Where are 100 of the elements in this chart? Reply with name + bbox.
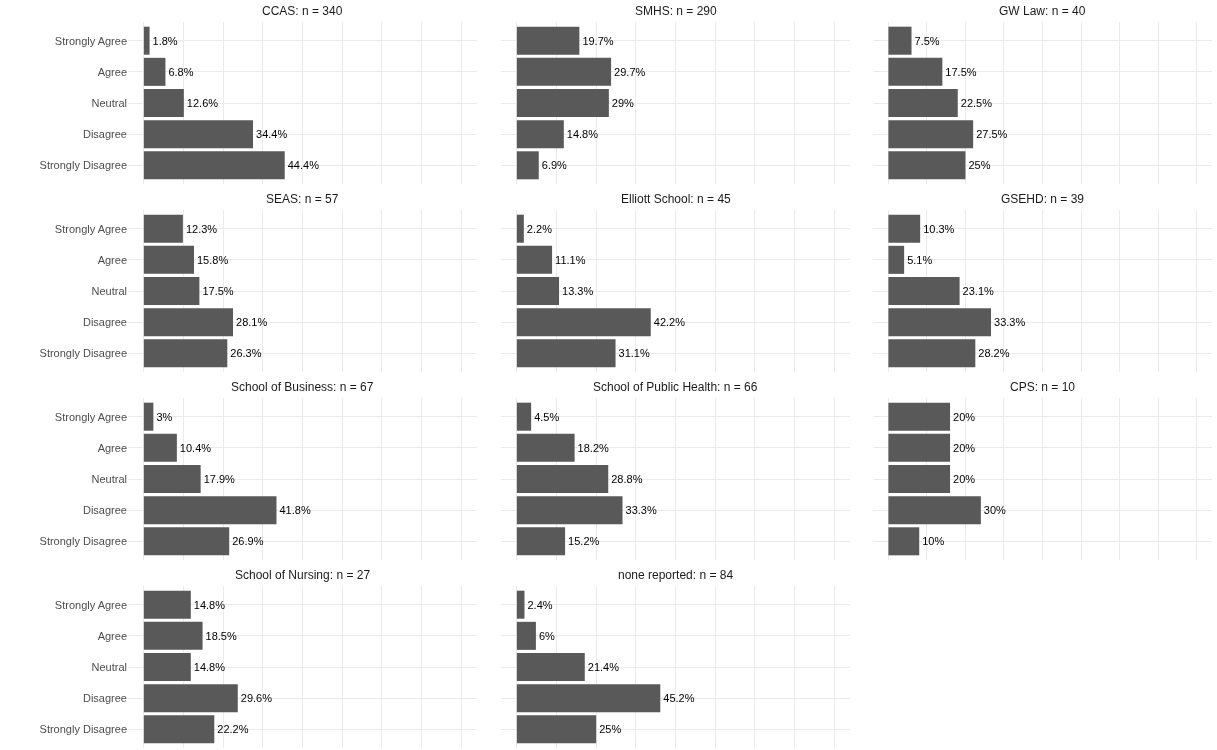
bar	[516, 120, 564, 149]
data-label: 17.5%	[202, 285, 234, 297]
data-label: 26.3%	[230, 347, 262, 360]
bar	[143, 57, 166, 86]
data-label: 15.8%	[196, 253, 229, 266]
bar	[143, 339, 228, 368]
bar	[143, 433, 177, 462]
data-label: 4.5%	[534, 410, 560, 423]
data-label: 13.3%	[562, 285, 594, 297]
chart-title: CCAS: n = 340	[262, 4, 343, 18]
y-tick-label: Agree	[97, 441, 127, 454]
data-label: 19.7%	[582, 34, 614, 47]
data-label: 25%	[968, 159, 991, 172]
bar	[516, 464, 609, 494]
bar	[516, 590, 525, 619]
data-label: 15.2%	[568, 535, 600, 548]
y-tick-label: Neutral	[91, 660, 127, 673]
y-tick-label: Disagree	[82, 128, 127, 140]
bar	[888, 88, 958, 118]
data-label: 18.2%	[577, 441, 610, 454]
bar	[516, 88, 609, 118]
data-label: 28.1%	[236, 316, 268, 329]
chart-title: School of Public Health: n = 66	[593, 380, 758, 394]
data-label: 7.5%	[914, 34, 940, 47]
chart-title: School of Business: n = 67	[231, 380, 374, 394]
data-label: 22.5%	[960, 97, 993, 109]
bar	[516, 652, 585, 682]
y-tick-label: Strongly Agree	[54, 34, 127, 47]
y-tick-label: Strongly Agree	[54, 222, 127, 235]
data-label: 31.1%	[618, 347, 650, 360]
bar	[516, 57, 612, 86]
data-label: 29.7%	[614, 65, 646, 78]
data-label: 6%	[538, 629, 556, 642]
bar	[143, 245, 194, 274]
y-tick-label: Strongly Disagree	[39, 347, 127, 360]
bar	[143, 276, 200, 306]
y-tick-label: Strongly Disagree	[39, 159, 127, 172]
bar	[516, 496, 623, 525]
data-label: 30%	[983, 504, 1007, 517]
data-label: 12.6%	[186, 97, 219, 109]
data-label: 6.8%	[168, 65, 194, 78]
chart-title: Elliott School: n = 45	[621, 192, 732, 206]
y-tick-label: Strongly Disagree	[39, 535, 127, 548]
bar	[516, 402, 532, 431]
data-label: 44.4%	[287, 159, 320, 172]
bar	[143, 26, 150, 55]
data-label: 14.8%	[193, 661, 226, 673]
chart-title: GSEHD: n = 39	[1001, 192, 1085, 206]
bar	[516, 151, 539, 180]
y-tick-label: Strongly Disagree	[39, 723, 127, 736]
bar	[143, 120, 254, 149]
chart-title: SMHS: n = 290	[635, 4, 718, 18]
y-tick-label: Neutral	[91, 96, 127, 109]
data-label: 20%	[953, 441, 976, 454]
data-label: 1.8%	[152, 34, 178, 47]
bar	[143, 308, 234, 337]
bar	[888, 26, 912, 55]
bar	[888, 57, 943, 86]
data-label: 33.3%	[994, 316, 1026, 329]
y-tick-label: Neutral	[91, 472, 127, 485]
data-label: 29%	[611, 97, 635, 109]
bar	[143, 590, 191, 619]
bar	[888, 308, 992, 337]
bar	[888, 339, 976, 368]
bar	[516, 433, 575, 462]
data-label: 26.9%	[232, 535, 264, 548]
bar	[516, 308, 651, 337]
data-label: 2.4%	[527, 598, 553, 611]
data-label: 41.8%	[279, 504, 311, 517]
bar	[516, 684, 661, 713]
bar	[516, 527, 566, 556]
y-tick-label: Strongly Agree	[54, 598, 127, 611]
bar	[888, 151, 966, 180]
y-tick-label: Neutral	[91, 284, 127, 297]
bar	[516, 26, 580, 55]
y-tick-label: Disagree	[82, 504, 127, 516]
data-label: 10.3%	[923, 222, 955, 235]
bar	[516, 276, 560, 306]
data-label: 42.2%	[653, 316, 686, 329]
chart-title: SEAS: n = 57	[266, 192, 339, 206]
bar	[143, 684, 238, 713]
data-label: 11.1%	[555, 253, 586, 266]
data-label: 6.9%	[541, 159, 568, 172]
chart-title: CPS: n = 10	[1010, 380, 1076, 394]
bar	[143, 496, 277, 525]
data-label: 23.1%	[962, 285, 995, 297]
data-label: 27.5%	[976, 128, 1008, 141]
data-label: 5.1%	[907, 253, 933, 266]
data-label: 45.2%	[663, 692, 695, 705]
bar	[888, 214, 921, 243]
bar	[888, 276, 960, 306]
chart-title: School of Nursing: n = 27	[235, 568, 371, 582]
data-label: 34.4%	[256, 128, 288, 141]
bar	[516, 214, 524, 243]
data-label: 14.8%	[193, 598, 226, 611]
bar	[143, 402, 154, 431]
y-tick-label: Strongly Agree	[54, 410, 127, 423]
data-label: 10%	[922, 535, 945, 548]
data-label: 28.2%	[978, 347, 1010, 360]
data-label: 22.2%	[217, 723, 249, 736]
